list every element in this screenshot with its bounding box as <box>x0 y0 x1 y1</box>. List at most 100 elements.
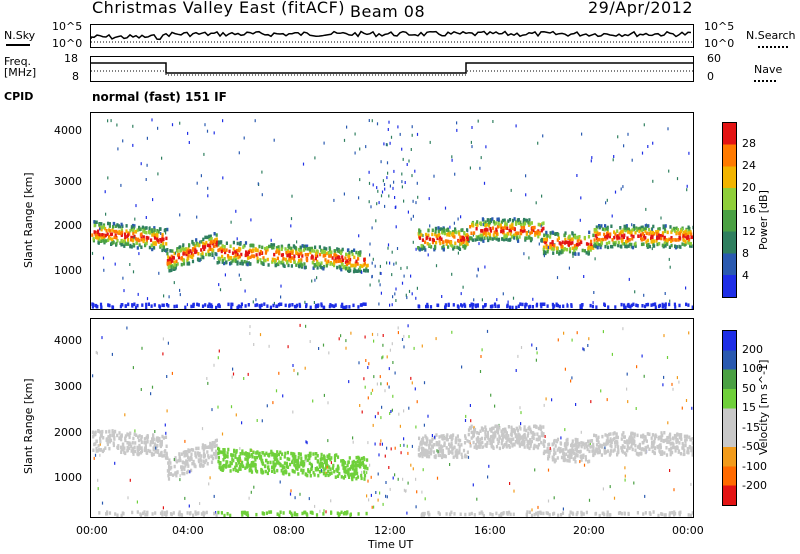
power-cell <box>365 264 368 268</box>
velocity-cell <box>296 459 299 463</box>
power-cell <box>525 232 528 236</box>
power-cell <box>148 230 151 234</box>
power-cell <box>690 244 693 248</box>
velocity-cell <box>527 431 530 435</box>
power-cell <box>546 304 549 308</box>
power-cell <box>130 238 133 242</box>
velocity-cell <box>565 438 568 443</box>
power-cell <box>623 303 626 307</box>
power-cell <box>452 303 455 307</box>
velocity-cell <box>469 444 472 448</box>
velocity-cell <box>183 450 186 455</box>
power-cell <box>355 259 358 264</box>
power-cell <box>161 237 164 241</box>
velocity-cell <box>525 428 528 433</box>
power-cell <box>320 266 324 270</box>
power-cell <box>243 260 246 264</box>
power-cell <box>626 303 629 308</box>
velocity-cell <box>218 447 221 452</box>
power-cell <box>563 247 566 251</box>
power-cell <box>393 180 395 184</box>
power-cell <box>411 133 413 137</box>
velocity-cell <box>539 424 542 429</box>
velocity-cell <box>438 435 441 439</box>
velocity-cell <box>502 512 505 516</box>
power-cell <box>132 226 136 230</box>
power-cell <box>627 230 630 234</box>
power-cell <box>460 215 462 219</box>
power-cell <box>535 201 537 205</box>
power-cell <box>445 228 448 232</box>
velocity-cell <box>229 469 232 473</box>
velocity-cell <box>279 450 282 455</box>
velocity-cell <box>345 469 348 473</box>
velocity-cell <box>243 452 247 456</box>
power-cell <box>552 251 555 255</box>
velocity-cell <box>322 512 325 516</box>
power-cell <box>348 251 351 255</box>
velocity-cell <box>159 443 162 447</box>
power-cell <box>525 219 528 223</box>
power-cell <box>528 229 530 233</box>
velocity-cell <box>327 469 330 473</box>
velocity-cell <box>678 380 680 384</box>
power-cell <box>524 218 527 223</box>
power-cell <box>178 245 181 250</box>
velocity-cell <box>177 458 180 463</box>
power-colorbar-tick: 12 <box>742 225 756 238</box>
velocity-cell <box>210 460 214 464</box>
velocity-cell <box>266 471 269 476</box>
power-cell <box>169 261 173 266</box>
power-cell <box>525 174 527 178</box>
velocity-cell <box>382 355 384 359</box>
velocity-cell <box>662 383 664 387</box>
power-cell <box>162 303 165 308</box>
velocity-cell <box>208 445 211 449</box>
power-cell <box>96 236 100 240</box>
power-colorbar-tick: 20 <box>742 181 756 194</box>
power-cell <box>493 236 496 240</box>
power-cell <box>140 235 143 239</box>
power-cell <box>541 222 544 226</box>
velocity-cell <box>519 427 522 431</box>
velocity-cell <box>542 451 545 456</box>
power-cell <box>336 247 339 251</box>
velocity-cell <box>239 458 242 463</box>
velocity-cell <box>277 460 280 464</box>
velocity-cell <box>605 439 608 443</box>
velocity-colorbar <box>722 330 737 506</box>
power-cell <box>410 217 412 221</box>
velocity-cell <box>273 457 277 461</box>
power-cell <box>280 247 283 251</box>
velocity-cell <box>101 429 104 434</box>
velocity-cell <box>437 442 441 447</box>
velocity-cell <box>342 476 345 480</box>
power-cell <box>568 235 571 239</box>
power-cell <box>426 242 429 246</box>
velocity-cell <box>442 434 445 438</box>
velocity-cell <box>533 512 536 517</box>
velocity-cell <box>159 453 162 457</box>
velocity-cell <box>533 424 536 429</box>
power-cell <box>191 259 195 264</box>
velocity-cell <box>314 452 317 456</box>
velocity-cell <box>526 434 529 438</box>
power-cell <box>263 258 266 263</box>
velocity-cell <box>397 326 399 330</box>
velocity-cell <box>569 510 572 514</box>
velocity-cell <box>394 446 396 450</box>
power-cell <box>234 259 237 263</box>
power-cell <box>614 232 617 236</box>
power-cell <box>545 230 548 235</box>
velocity-cell <box>202 445 205 449</box>
power-cell <box>403 274 405 278</box>
power-cell <box>379 283 381 287</box>
power-colorbar-tick: 16 <box>742 203 756 216</box>
power-cell <box>299 251 303 256</box>
velocity-cell <box>622 431 625 435</box>
velocity-cell <box>606 510 609 514</box>
power-cell <box>663 227 667 231</box>
velocity-cell <box>112 441 115 445</box>
power-cell <box>211 248 214 252</box>
power-cell <box>380 291 382 295</box>
